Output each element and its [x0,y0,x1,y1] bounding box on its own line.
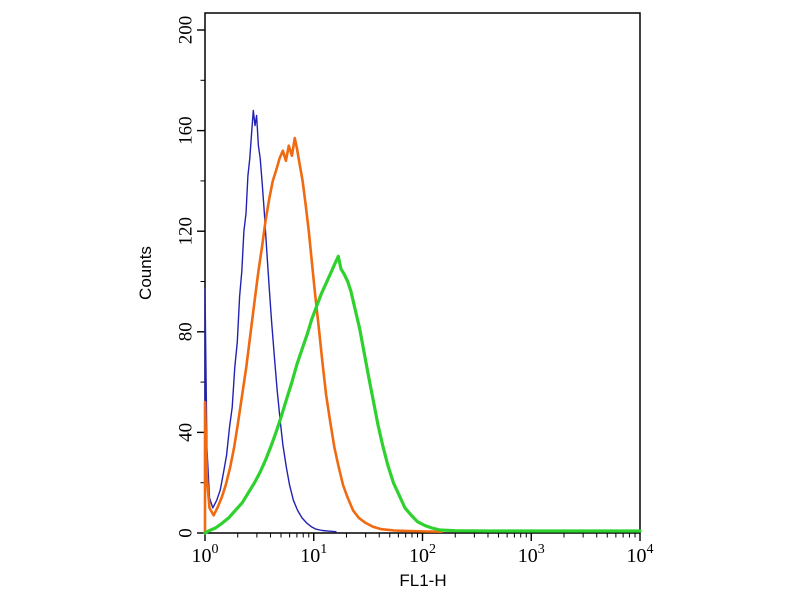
y-axis-label: Counts [136,246,155,300]
x-tick-label: 104 [627,542,654,567]
x-tick-label: 102 [409,542,436,567]
plot-layer: 100 101 102 103 104 0 40 80 120 160 200 [176,12,654,567]
x-tick-label: 101 [300,542,327,567]
y-tick-label: 120 [176,217,197,246]
x-tick-label: 100 [192,542,219,567]
series-blue-control [204,109,337,534]
x-axis-label: FL1-H [399,571,446,590]
series-green [203,254,642,535]
y-tick-label: 40 [176,423,197,442]
y-tick-label: 200 [176,16,197,45]
y-tick-label: 160 [176,116,197,145]
y-tick-label: 80 [176,322,197,341]
y-tick-label: 0 [176,528,197,538]
x-tick-label: 103 [518,542,545,567]
plot-frame [204,12,641,534]
series-orange [203,136,443,535]
